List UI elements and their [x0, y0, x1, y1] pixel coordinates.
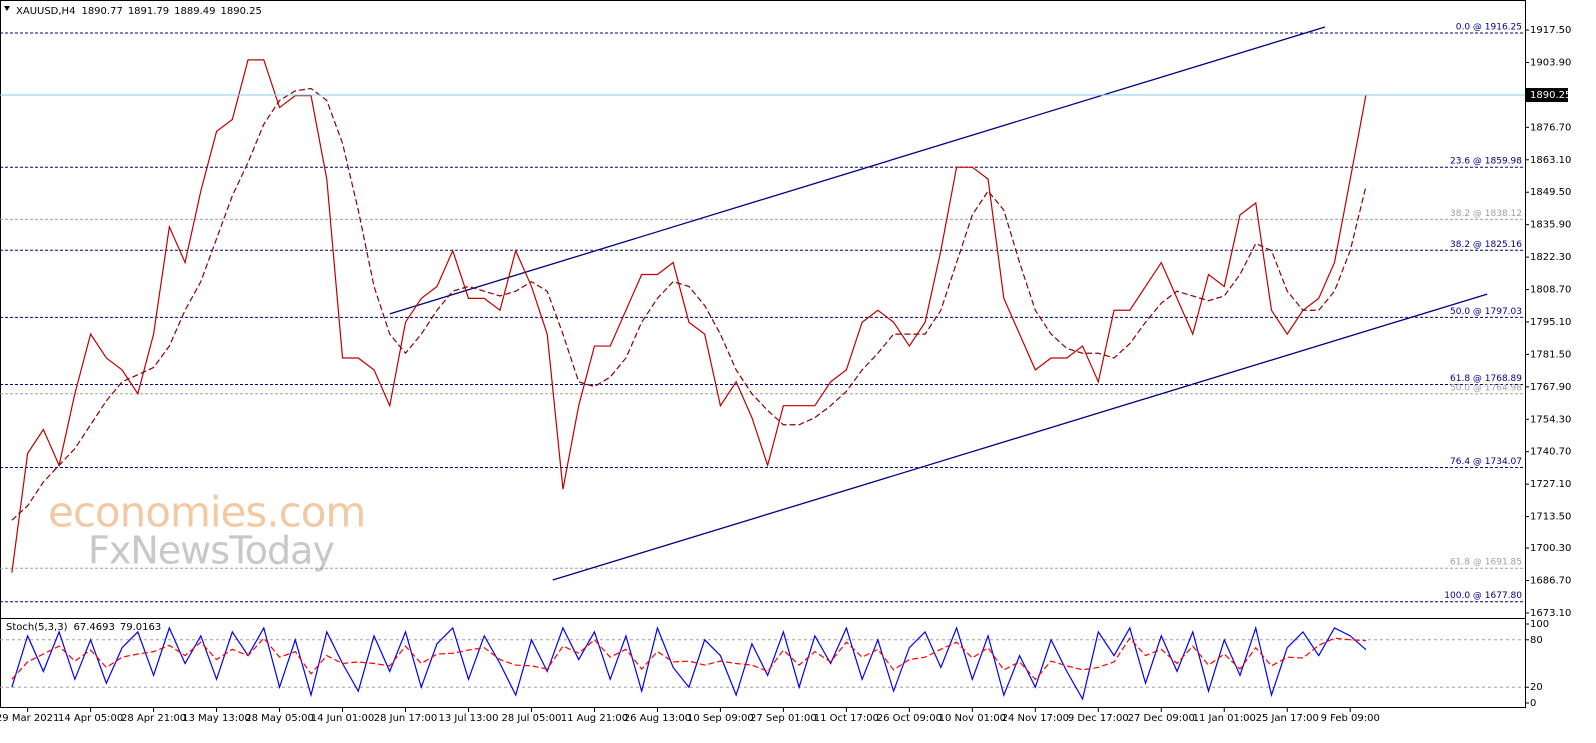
watermark: FxNewsToday: [88, 529, 334, 573]
fib-label: 0.0 @ 1916.25: [1456, 23, 1522, 33]
y-tick-label: 1754.30: [1530, 414, 1571, 425]
y-tick-label: 1876.70: [1530, 122, 1571, 133]
x-tick-label: 26 Oct 09:00: [877, 713, 942, 724]
y-tick-label: 1795.10: [1530, 317, 1571, 328]
y-tick-label: 1808.70: [1530, 285, 1571, 296]
header-value: 1889.49: [174, 6, 215, 17]
x-tick-label: 29 Mar 2021: [0, 713, 59, 724]
x-tick-label: 27 Dec 09:00: [1128, 713, 1195, 724]
frame: [0, 0, 1526, 708]
header-value: 1890.25: [221, 6, 262, 17]
pane-title: Stoch(5,3,3): [6, 622, 68, 633]
watermark: economies.com: [48, 488, 365, 537]
menu-arrow: [4, 6, 10, 11]
trendline: [552, 293, 1488, 581]
y-tick-label: 1673.10: [1530, 608, 1571, 619]
series-line: [11, 87, 1367, 521]
series-line: [11, 59, 1367, 573]
x-tick-label: 9 Feb 09:00: [1321, 713, 1380, 724]
y-tick-label: 100: [1530, 619, 1549, 630]
fib-label: 50.0 @ 1797.03: [1450, 307, 1522, 317]
y-tick-label: 1727.10: [1530, 479, 1571, 490]
y-tick-label: 1903.90: [1530, 57, 1571, 68]
header-value: 67.4693: [73, 622, 114, 633]
series-line: [11, 625, 1367, 701]
y-tick-label: 0: [1530, 698, 1536, 709]
y-tick-label: 80: [1530, 635, 1543, 646]
y-tick-label: 20: [1530, 682, 1543, 693]
x-tick-label: 10 Sep 09:00: [687, 713, 754, 724]
trendline: [389, 26, 1326, 315]
fib-label: 61.8 @ 1768.89: [1450, 374, 1522, 384]
x-tick-label: 10 Nov 01:00: [939, 713, 1006, 724]
x-tick-label: 11 Jan 01:00: [1193, 713, 1256, 724]
price-label: 1890.25: [1530, 90, 1571, 101]
y-tick-label: 1740.70: [1530, 447, 1571, 458]
fib-label: 61.8 @ 1691.85: [1450, 558, 1522, 568]
x-tick-label: 28 May 05:00: [245, 713, 314, 724]
x-tick-label: 28 Jul 05:00: [501, 713, 561, 724]
y-tick-label: 1700.30: [1530, 543, 1571, 554]
series-line: [11, 637, 1366, 681]
x-tick-label: 28 Jun 17:00: [374, 713, 438, 724]
stoch-pane: 0 20 80 100 Stoch(5,3,3) 67.4693 79.0163: [0, 619, 1549, 709]
x-tick-label: 11 Oct 17:00: [814, 713, 879, 724]
x-tick-label: 13 Jul 13:00: [439, 713, 499, 724]
x-tick-label: 9 Dec 17:00: [1068, 713, 1129, 724]
fib-label: 38.2 @ 1825.16: [1450, 240, 1522, 250]
price-box: [1526, 88, 1568, 103]
fib-label: 100.0 @ 1677.80: [1444, 591, 1522, 601]
header-value: 1891.79: [128, 6, 169, 17]
x-tick-label: 27 Sep 01:00: [750, 713, 817, 724]
fib-label: 50.0 @ 1764.98: [1450, 383, 1522, 393]
x-tick-label: 13 May 13:00: [182, 713, 251, 724]
y-tick-label: 1767.90: [1530, 382, 1571, 393]
x-tick-label: 25 Jan 17:00: [1256, 713, 1319, 724]
y-tick-label: 1917.50: [1530, 25, 1571, 36]
y-tick-label: 1863.10: [1530, 155, 1571, 166]
header-value: 1890.77: [81, 6, 122, 17]
y-tick-label: 1822.30: [1530, 252, 1571, 263]
header-value: 79.0163: [120, 622, 161, 633]
x-tick-label: 28 Apr 21:00: [121, 713, 186, 724]
x-tick-label: 24 Nov 17:00: [1002, 713, 1069, 724]
y-tick-label: 1849.50: [1530, 187, 1571, 198]
x-tick-label: 26 Aug 13:00: [624, 713, 691, 724]
fib-label: 23.6 @ 1859.98: [1450, 157, 1522, 167]
fib-label: 76.4 @ 1734.07: [1450, 457, 1522, 467]
pane-title: XAUUSD,H4: [16, 6, 75, 17]
y-tick-label: 1781.50: [1530, 349, 1571, 360]
y-tick-label: 1713.50: [1530, 512, 1571, 523]
x-tick-label: 14 Apr 05:00: [58, 713, 123, 724]
x-tick-label: 14 Jun 01:00: [311, 713, 375, 724]
x-tick-label: 11 Aug 21:00: [561, 713, 628, 724]
y-tick-label: 1686.70: [1530, 576, 1571, 587]
y-tick-label: 1835.90: [1530, 220, 1571, 231]
main-pane: 1917.50 1903.90 1876.70 1863.10 1849.50 1835.…: [0, 6, 1571, 619]
fib-label: 38.2 @ 1838.12: [1450, 209, 1522, 219]
